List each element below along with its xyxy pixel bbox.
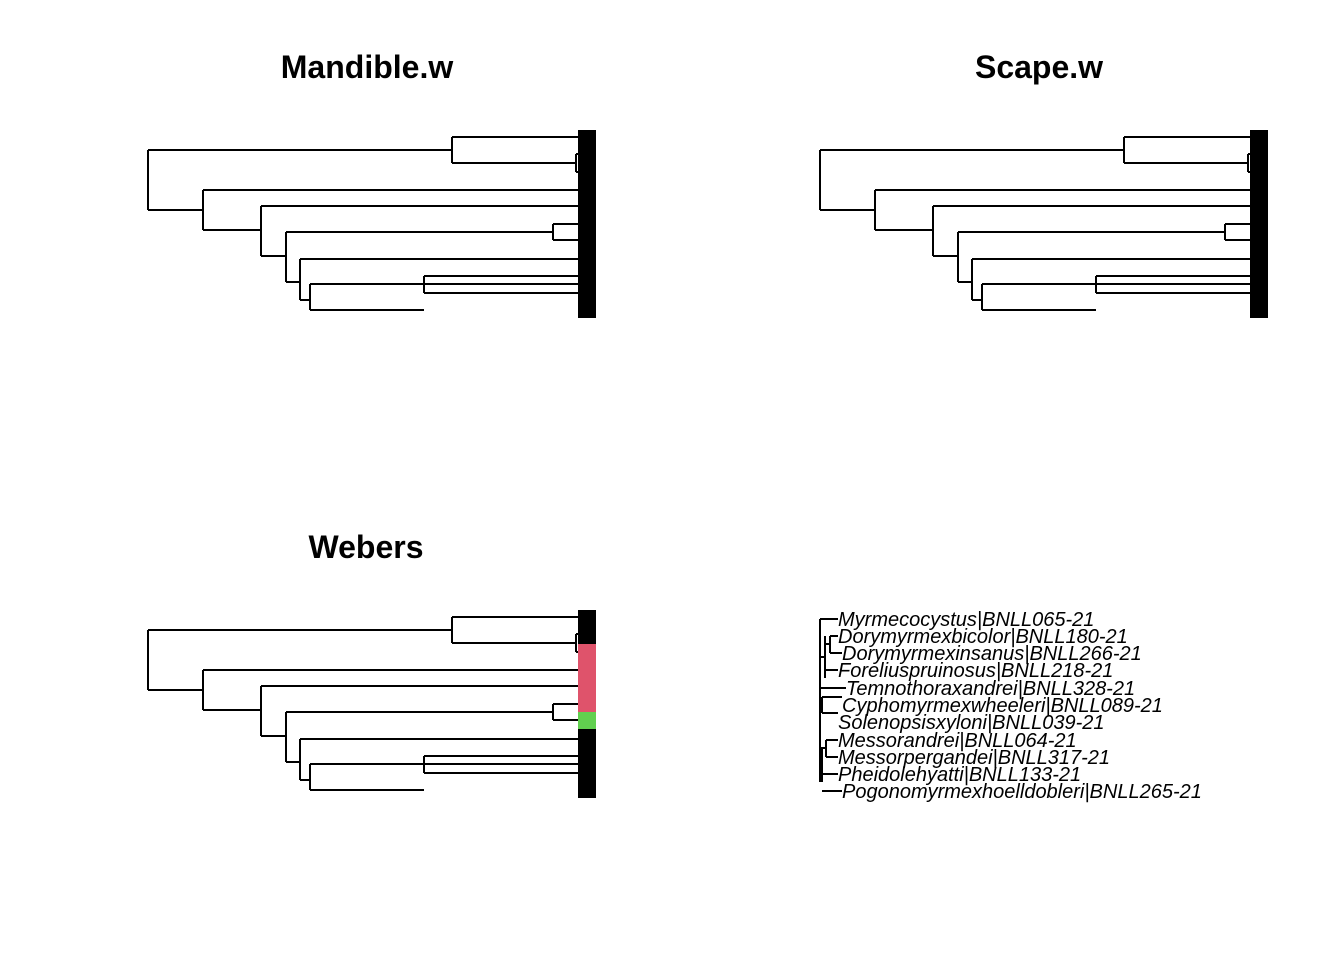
trait-color-cell (1250, 249, 1268, 268)
trait-color-cell (578, 181, 596, 198)
webers-panel: Webers (147, 529, 596, 798)
trait-color-cell (1250, 215, 1268, 232)
scape-tree (819, 136, 1252, 311)
tip-label-7: Solenopsisxyloni|BNLL039-21 (838, 712, 1104, 734)
tip-label-panel: Myrmecocystus|BNLL065-21Dorymyrmexbicolo… (819, 609, 1202, 803)
trait-color-cell (1250, 300, 1268, 318)
trait-color-cell (578, 198, 596, 215)
tip-label-4: Foreliuspruinosus|BNLL218-21 (838, 660, 1113, 682)
trait-color-cell (578, 678, 596, 695)
trait-color-cell (578, 130, 596, 146)
tip-label-2: Dorymyrmexbicolor|BNLL180-21 (838, 626, 1128, 648)
trait-color-cell (1250, 146, 1268, 164)
trait-color-cell (578, 146, 596, 164)
trait-color-cell (578, 626, 596, 644)
trait-color-cell (578, 695, 596, 712)
trait-color-cell (578, 610, 596, 626)
trait-color-cell (578, 764, 596, 780)
mandible-tree (147, 136, 580, 311)
trait-color-cell (578, 780, 596, 798)
trait-color-cell (578, 644, 596, 661)
trait-color-cell (1250, 181, 1268, 198)
trait-color-cell (578, 164, 596, 181)
trait-color-cell (578, 661, 596, 678)
webers-tree (147, 616, 580, 791)
trait-color-cell (1250, 284, 1268, 300)
trait-color-cell (578, 300, 596, 318)
tip-label-10: Pheidolehyatti|BNLL133-21 (838, 764, 1081, 786)
mandible-panel-title: Mandible.w (281, 49, 454, 85)
scape-panel: Scape.w (819, 49, 1268, 318)
mandible-color-bar (578, 130, 596, 318)
tip-label-9: Messorpergandei|BNLL317-21 (838, 747, 1110, 769)
trait-color-cell (578, 215, 596, 232)
tip-label-1: Myrmecocystus|BNLL065-21 (838, 609, 1094, 631)
webers-panel-title: Webers (308, 529, 423, 565)
trait-color-cell (578, 729, 596, 748)
trait-color-cell (578, 284, 596, 300)
trait-color-cell (578, 249, 596, 268)
tip-label-3: Dorymyrmexinsanus|BNLL266-21 (842, 643, 1142, 665)
trait-color-cell (578, 748, 596, 764)
tip-label-8: Messorandrei|BNLL064-21 (838, 730, 1077, 752)
trait-color-cell (1250, 198, 1268, 215)
tip-labels: Myrmecocystus|BNLL065-21Dorymyrmexbicolo… (838, 609, 1202, 803)
labelled-tree (819, 618, 846, 792)
trait-color-cell (1250, 130, 1268, 146)
trait-color-cell (578, 232, 596, 249)
trait-color-cell (1250, 164, 1268, 181)
trait-color-cell (1250, 232, 1268, 249)
tip-label-5: Temnothoraxandrei|BNLL328-21 (846, 678, 1135, 700)
trait-color-cell (578, 712, 596, 729)
trait-color-cell (1250, 268, 1268, 284)
mandible-panel: Mandible.w (147, 49, 596, 318)
scape-color-bar (1250, 130, 1268, 318)
tip-label-11: Pogonomyrmexhoelldobleri|BNLL265-21 (842, 781, 1202, 803)
tip-label-6: Cyphomyrmexwheeleri|BNLL089-21 (842, 695, 1163, 717)
trait-color-cell (578, 268, 596, 284)
scape-panel-title: Scape.w (975, 49, 1103, 85)
webers-color-bar (578, 610, 596, 798)
